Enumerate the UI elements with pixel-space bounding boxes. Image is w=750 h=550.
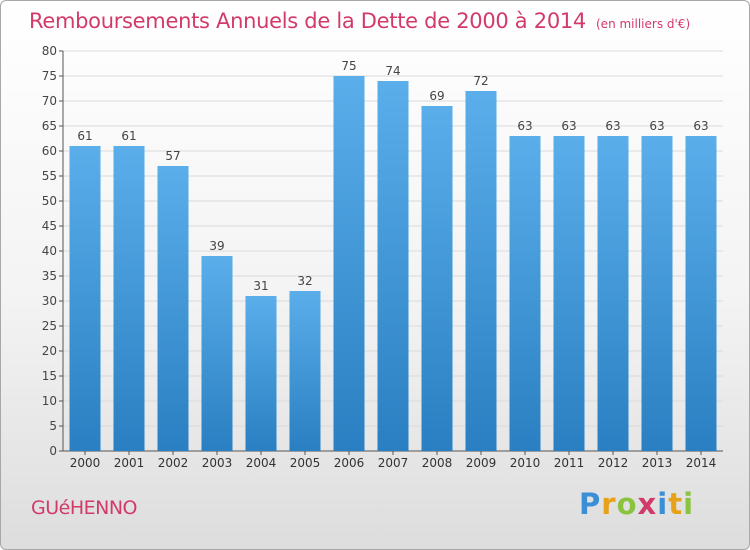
x-tick-label-2014: 2014 [686,456,717,470]
y-tick-label: 50 [42,194,57,208]
bar-2001 [113,146,145,451]
value-label-2001: 61 [121,129,136,143]
x-tick-label-2001: 2001 [114,456,145,470]
value-label-2000: 61 [77,129,92,143]
commune-name: GUéHENNO [31,497,138,519]
bar-2011 [553,136,585,451]
bar-2006 [333,76,365,451]
value-label-2007: 74 [385,64,400,78]
value-label-2014: 63 [693,119,708,133]
y-tick-label: 45 [42,219,57,233]
bar-2014 [685,136,717,451]
bars [69,76,717,451]
bar-2013 [641,136,673,451]
labels: 0 5 10 15 20 25 30 35 40 45 50 55 60 65 70 75 80 61 2000 61… [42,44,717,470]
logo-letter: r [601,487,617,521]
bar-2007 [377,81,409,451]
y-tick-label: 80 [42,44,57,58]
x-tick-label-2007: 2007 [378,456,409,470]
bar-2009 [465,91,497,451]
x-tick-label-2011: 2011 [554,456,585,470]
value-label-2005: 32 [297,274,312,288]
y-tick-label: 35 [42,269,57,283]
x-tick-label-2005: 2005 [290,456,321,470]
x-tick-label-2006: 2006 [334,456,365,470]
value-label-2008: 69 [429,89,444,103]
logo-letter: x [637,487,658,521]
value-label-2013: 63 [649,119,664,133]
y-tick-label: 5 [49,419,57,433]
value-label-2009: 72 [473,74,488,88]
y-tick-label: 75 [42,69,57,83]
value-label-2006: 75 [341,59,356,73]
x-tick-label-2000: 2000 [70,456,101,470]
y-tick-label: 20 [42,344,57,358]
y-tick-label: 40 [42,244,57,258]
y-tick-label: 25 [42,319,57,333]
proxiti-logo: Proxiti [579,487,694,521]
y-tick-label: 30 [42,294,57,308]
chart-title: Remboursements Annuels de la Dette de 20… [29,9,690,33]
y-tick-label: 15 [42,369,57,383]
y-tick-label: 10 [42,394,57,408]
bar-2000 [69,146,101,451]
value-label-2011: 63 [561,119,576,133]
bar-2005 [289,291,321,451]
value-label-2010: 63 [517,119,532,133]
y-tick-label: 55 [42,169,57,183]
chart-title-text: Remboursements Annuels de la Dette de 20… [29,9,586,33]
x-tick-label-2010: 2010 [510,456,541,470]
x-tick-label-2002: 2002 [158,456,189,470]
x-tick-label-2013: 2013 [642,456,673,470]
y-tick-label: 70 [42,94,57,108]
logo-letter: P [579,487,602,521]
logo-letter: t [668,487,684,521]
x-tick-label-2012: 2012 [598,456,629,470]
logo-letter: i [683,487,695,521]
bar-2004 [245,296,277,451]
bar-2008 [421,106,453,451]
y-tick-label: 65 [42,119,57,133]
bar-2002 [157,166,189,451]
x-tick-label-2003: 2003 [202,456,233,470]
bar-2012 [597,136,629,451]
logo-letter: i [657,487,669,521]
logo-letter: o [616,487,638,521]
y-tick-label: 0 [49,444,57,458]
unit-note: (en milliers d'€) [596,17,691,31]
value-label-2012: 63 [605,119,620,133]
value-label-2003: 39 [209,239,224,253]
value-label-2002: 57 [165,149,180,163]
value-label-2004: 31 [253,279,268,293]
x-tick-label-2004: 2004 [246,456,277,470]
y-tick-label: 60 [42,144,57,158]
bar-2003 [201,256,233,451]
x-tick-label-2009: 2009 [466,456,497,470]
bar-2010 [509,136,541,451]
x-tick-label-2008: 2008 [422,456,453,470]
